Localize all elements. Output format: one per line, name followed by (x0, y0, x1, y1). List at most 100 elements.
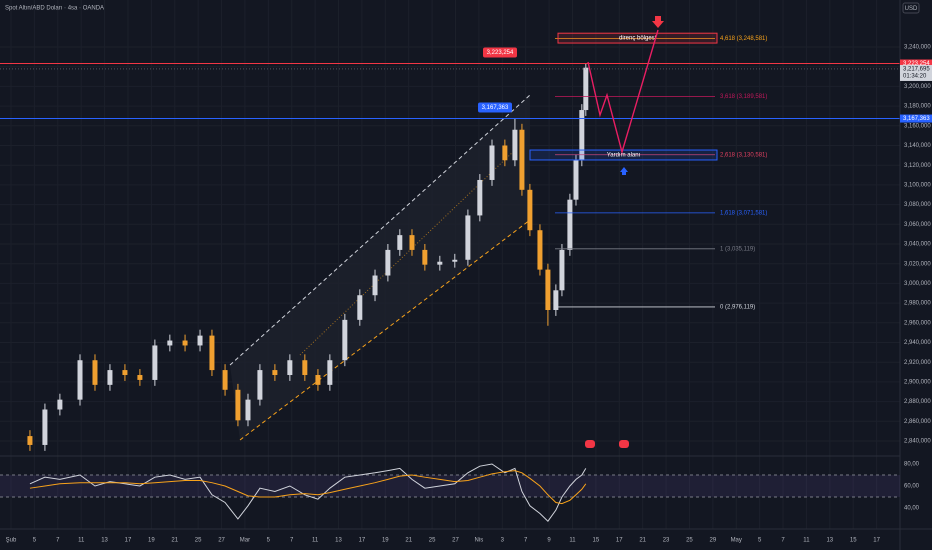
event-icon (585, 440, 595, 448)
y-tick-label: 3,100,000 (904, 182, 931, 188)
projection-path (587, 29, 659, 155)
candle-body (372, 275, 378, 296)
candle-body (167, 340, 173, 346)
price-box-label: 3,223,254 (903, 61, 930, 67)
x-tick-label: 21 (405, 538, 412, 544)
candle-body (222, 370, 228, 390)
x-tick-label: 15 (593, 538, 600, 544)
candle-body (182, 340, 188, 346)
x-tick-label: 17 (616, 538, 623, 544)
x-tick-label: 23 (663, 538, 670, 544)
x-tick-label: Mar (240, 538, 250, 544)
y-tick-label: 2,860,000 (904, 419, 931, 425)
candle-body (235, 389, 241, 421)
y-tick-label: 3,080,000 (904, 202, 931, 208)
y-tick-label: 2,980,000 (904, 301, 931, 307)
x-tick-label: 11 (569, 538, 576, 544)
y-tick-label: 3,160,000 (904, 123, 931, 129)
candle-body (559, 249, 565, 291)
candle-body (57, 399, 63, 410)
candle-body (272, 370, 278, 376)
axes: 2,840,000 2,860,000 2,880,000 2,900,000 2,92… (6, 45, 932, 544)
countdown: 01:34:20 (903, 74, 927, 80)
event-icon (619, 440, 629, 448)
x-tick-label: 29 (709, 538, 716, 544)
candle-body (519, 129, 525, 190)
x-tick-label: 13 (335, 538, 342, 544)
x-tick-label: 21 (639, 538, 646, 544)
y-tick-label: 3,040,000 (904, 242, 931, 248)
price-callout-label: 3,167,363 (482, 105, 509, 111)
currency-box (902, 2, 920, 14)
price-callout (478, 102, 512, 113)
y-tick-label: 2,840,000 (904, 439, 931, 445)
candle-body (137, 375, 143, 380)
candle-body (409, 235, 415, 250)
rsi-line (29, 463, 587, 522)
channel-bottom (239, 219, 531, 441)
y-tick-label: 60,00 (904, 484, 920, 490)
zone-label: direnç bölgesi (619, 36, 656, 42)
y-tick-label: 3,000,000 (904, 281, 931, 287)
candle-body (197, 335, 203, 346)
candle-body (77, 360, 83, 400)
x-tick-label: 27 (452, 538, 459, 544)
candle-body (107, 370, 113, 385)
rsi-line (29, 470, 587, 505)
x-tick-label: 11 (312, 538, 319, 544)
fib-label: 4,618 (3,248,581) (720, 36, 767, 42)
candle-body (287, 360, 293, 376)
y-tick-label: 80,00 (904, 462, 920, 468)
x-tick-label: 17 (873, 538, 880, 544)
candle-body (385, 249, 391, 276)
candle-body (527, 189, 533, 231)
zone (529, 149, 718, 161)
candle-body (92, 360, 98, 385)
candle-body (152, 345, 158, 380)
candle-body (302, 360, 308, 376)
price-box (900, 64, 932, 81)
candle-body (327, 360, 333, 385)
y-tick-label: 2,920,000 (904, 360, 931, 366)
x-tick-label: May (731, 538, 742, 544)
x-tick-label: 17 (359, 538, 366, 544)
candle-body (579, 110, 585, 161)
candle-body (357, 295, 363, 320)
zone (557, 32, 718, 44)
x-tick-label: 21 (171, 538, 178, 544)
y-tick-label: 3,180,000 (904, 104, 931, 110)
y-tick-label: 3,140,000 (904, 143, 931, 149)
fib-label: 0 (2,976,119) (720, 305, 755, 311)
candle-body (209, 335, 215, 371)
x-tick-label: 7 (56, 538, 60, 544)
y-tick-label: 2,940,000 (904, 340, 931, 346)
candle-body (567, 199, 573, 250)
candle-body (315, 375, 321, 385)
channel-fill (230, 95, 530, 440)
candle-body (512, 129, 518, 161)
y-tick-label: 3,060,000 (904, 222, 931, 228)
x-tick-label: 11 (803, 538, 810, 544)
candle-body (452, 259, 458, 262)
x-tick-label: 7 (524, 538, 528, 544)
x-tick-label: 13 (826, 538, 833, 544)
price-callout (483, 47, 517, 58)
x-tick-label: Şub (6, 538, 17, 544)
price-box-label: 3,217,695 (903, 67, 930, 73)
candle-body (489, 145, 495, 180)
x-tick-label: 5 (267, 538, 271, 544)
y-tick-label: 3,200,000 (904, 84, 931, 90)
x-tick-label: 3 (501, 538, 505, 544)
candle-body (477, 179, 483, 216)
fib-label: 3,618 (3,189,581) (720, 94, 767, 100)
fib-label: 1 (3,035,119) (720, 246, 755, 252)
fib-label: 1,618 (3,071,581) (720, 210, 767, 216)
candle-body (257, 370, 263, 400)
x-tick-label: 5 (33, 538, 37, 544)
candle-body (422, 249, 428, 265)
candle-body (502, 145, 508, 161)
x-tick-label: 19 (382, 538, 389, 544)
